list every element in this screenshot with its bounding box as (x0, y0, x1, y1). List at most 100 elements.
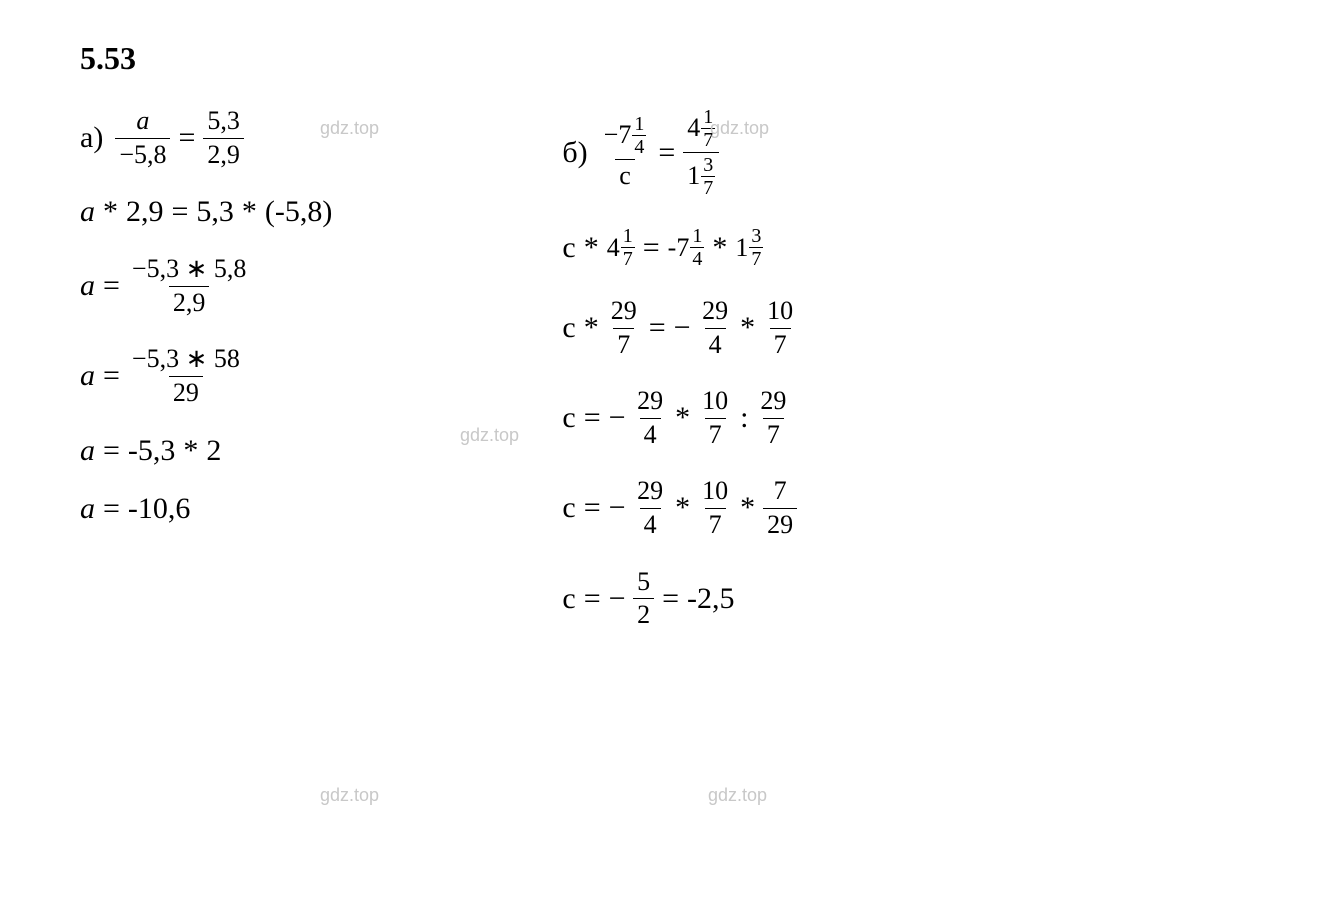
var-c3: c (562, 313, 575, 343)
watermark-5: gdz.top (708, 785, 767, 806)
eqb3: = (649, 313, 666, 343)
b3-ln: 29 (607, 297, 641, 328)
eq: = (178, 123, 195, 153)
a4-num: −5,3 ∗ 58 (128, 345, 244, 376)
b1-right-num: 4 1 7 (683, 107, 719, 152)
a3-den: 2,9 (169, 286, 210, 318)
b2-md: 7 (621, 247, 635, 269)
b5-f2n: 10 (698, 477, 732, 508)
var-a3: a (80, 271, 95, 301)
a2-ra: 5,3 (196, 197, 234, 227)
var-c2: c (562, 233, 575, 263)
b6-fn: 5 (633, 568, 654, 599)
eq4: = (103, 361, 120, 391)
b4-f1n: 29 (633, 387, 667, 418)
b-line1: б) −7 1 4 c = (562, 107, 797, 198)
b6-res: -2,5 (687, 584, 735, 614)
a-line2: a * 2,9 = 5,3 * (-5,8) (80, 197, 332, 227)
b3-r1n: 29 (698, 297, 732, 328)
opb3-mul2: * (740, 313, 755, 343)
b-line2: c * 4 1 7 = -7 1 4 * (562, 226, 797, 269)
a5-b: 2 (206, 436, 221, 466)
b1-rd-d: 7 (701, 176, 715, 198)
b-line5: c = − 29 4 * 10 7 * 7 29 (562, 477, 797, 539)
a3-num: −5,3 ∗ 5,8 (128, 255, 250, 286)
frac-b1-left: −7 1 4 c (600, 114, 651, 191)
a-line5: a = -5,3 * 2 (80, 436, 332, 466)
a1-right-num: 5,3 (203, 107, 244, 138)
problem-number: 5.53 (80, 40, 1250, 77)
label-a: а) (80, 123, 103, 153)
b1-left-den: c (615, 159, 635, 191)
b1-ln-n: 1 (632, 114, 646, 135)
op-mul2: * (242, 197, 257, 227)
column-b: б) −7 1 4 c = (562, 107, 797, 630)
eqb6: = (584, 584, 601, 614)
eqb2: = (643, 233, 660, 263)
var-a5: a (80, 436, 95, 466)
a-line1: а) a −5,8 = 5,3 2,9 (80, 107, 332, 169)
b2-raw: -7 (668, 235, 690, 261)
columns-container: а) a −5,8 = 5,3 2,9 a * 2,9 = 5,3 * (-5 (80, 107, 1250, 630)
b6-fd: 2 (633, 598, 654, 630)
a2-rb: (-5,8) (265, 197, 332, 227)
a1-right-den: 2,9 (203, 138, 244, 170)
frac-a3: −5,3 ∗ 5,8 2,9 (128, 255, 250, 317)
watermark-4: gdz.top (320, 785, 379, 806)
b2-mw: 4 (607, 235, 620, 261)
a5-a: -5,3 (128, 436, 176, 466)
b2-rbd: 7 (749, 247, 763, 269)
b4-f3n: 29 (756, 387, 790, 418)
var-c4: c (562, 403, 575, 433)
b1-right-den: 1 3 7 (683, 152, 719, 198)
b4-f2d: 7 (705, 418, 726, 450)
b2-ran: 1 (690, 226, 704, 247)
b2-rbw: 1 (735, 235, 748, 261)
eqb1: = (658, 138, 675, 168)
a-line4: a = −5,3 ∗ 58 29 (80, 345, 332, 407)
frac-a1-right: 5,3 2,9 (203, 107, 244, 169)
neg4: − (609, 403, 633, 433)
a4-den: 29 (169, 376, 203, 408)
a6-res: -10,6 (128, 494, 191, 524)
b1-left-num: −7 1 4 (600, 114, 651, 159)
b1-rn-d: 7 (701, 128, 715, 150)
a1-left-num: a (132, 107, 153, 138)
opb-mul2: * (712, 233, 727, 263)
frac-a4: −5,3 ∗ 58 29 (128, 345, 244, 407)
eqb6b: = (662, 584, 679, 614)
label-b: б) (562, 138, 587, 168)
a2-lmult: 2,9 (126, 197, 164, 227)
frac-a1-left: a −5,8 (115, 107, 170, 169)
op-mul5: * (183, 436, 198, 466)
frac-b1-right: 4 1 7 1 3 7 (683, 107, 719, 198)
eqb5: = (584, 493, 601, 523)
eqb4: = (584, 403, 601, 433)
b1-rd-n: 3 (701, 155, 715, 176)
b1-ln-w: −7 (604, 121, 632, 150)
b3-ld: 7 (613, 328, 634, 360)
var-c5: c (562, 493, 575, 523)
b5-f1n: 29 (633, 477, 667, 508)
var-a4: a (80, 361, 95, 391)
b3-r2d: 7 (770, 328, 791, 360)
opb4-mul: * (675, 403, 690, 433)
column-a: а) a −5,8 = 5,3 2,9 a * 2,9 = 5,3 * (-5 (80, 107, 332, 630)
eq2: = (172, 197, 189, 227)
b-line3: c * 29 7 = − 29 4 * 10 7 (562, 297, 797, 359)
a-line3: a = −5,3 ∗ 5,8 2,9 (80, 255, 332, 317)
op-mul: * (103, 197, 118, 227)
b5-f3d: 29 (763, 508, 797, 540)
opb4-div: : (740, 403, 748, 433)
eq3: = (103, 271, 120, 301)
b1-rn-w: 4 (687, 114, 700, 143)
b1-rn-n: 1 (701, 107, 715, 128)
opb-mul: * (584, 233, 599, 263)
neg5: − (609, 493, 633, 523)
eq5: = (103, 436, 120, 466)
opb3-mul: * (584, 313, 599, 343)
b-line6: c = − 5 2 = -2,5 (562, 568, 797, 630)
b3-r2n: 10 (763, 297, 797, 328)
b5-f3n: 7 (770, 477, 791, 508)
b5-f2d: 7 (705, 508, 726, 540)
